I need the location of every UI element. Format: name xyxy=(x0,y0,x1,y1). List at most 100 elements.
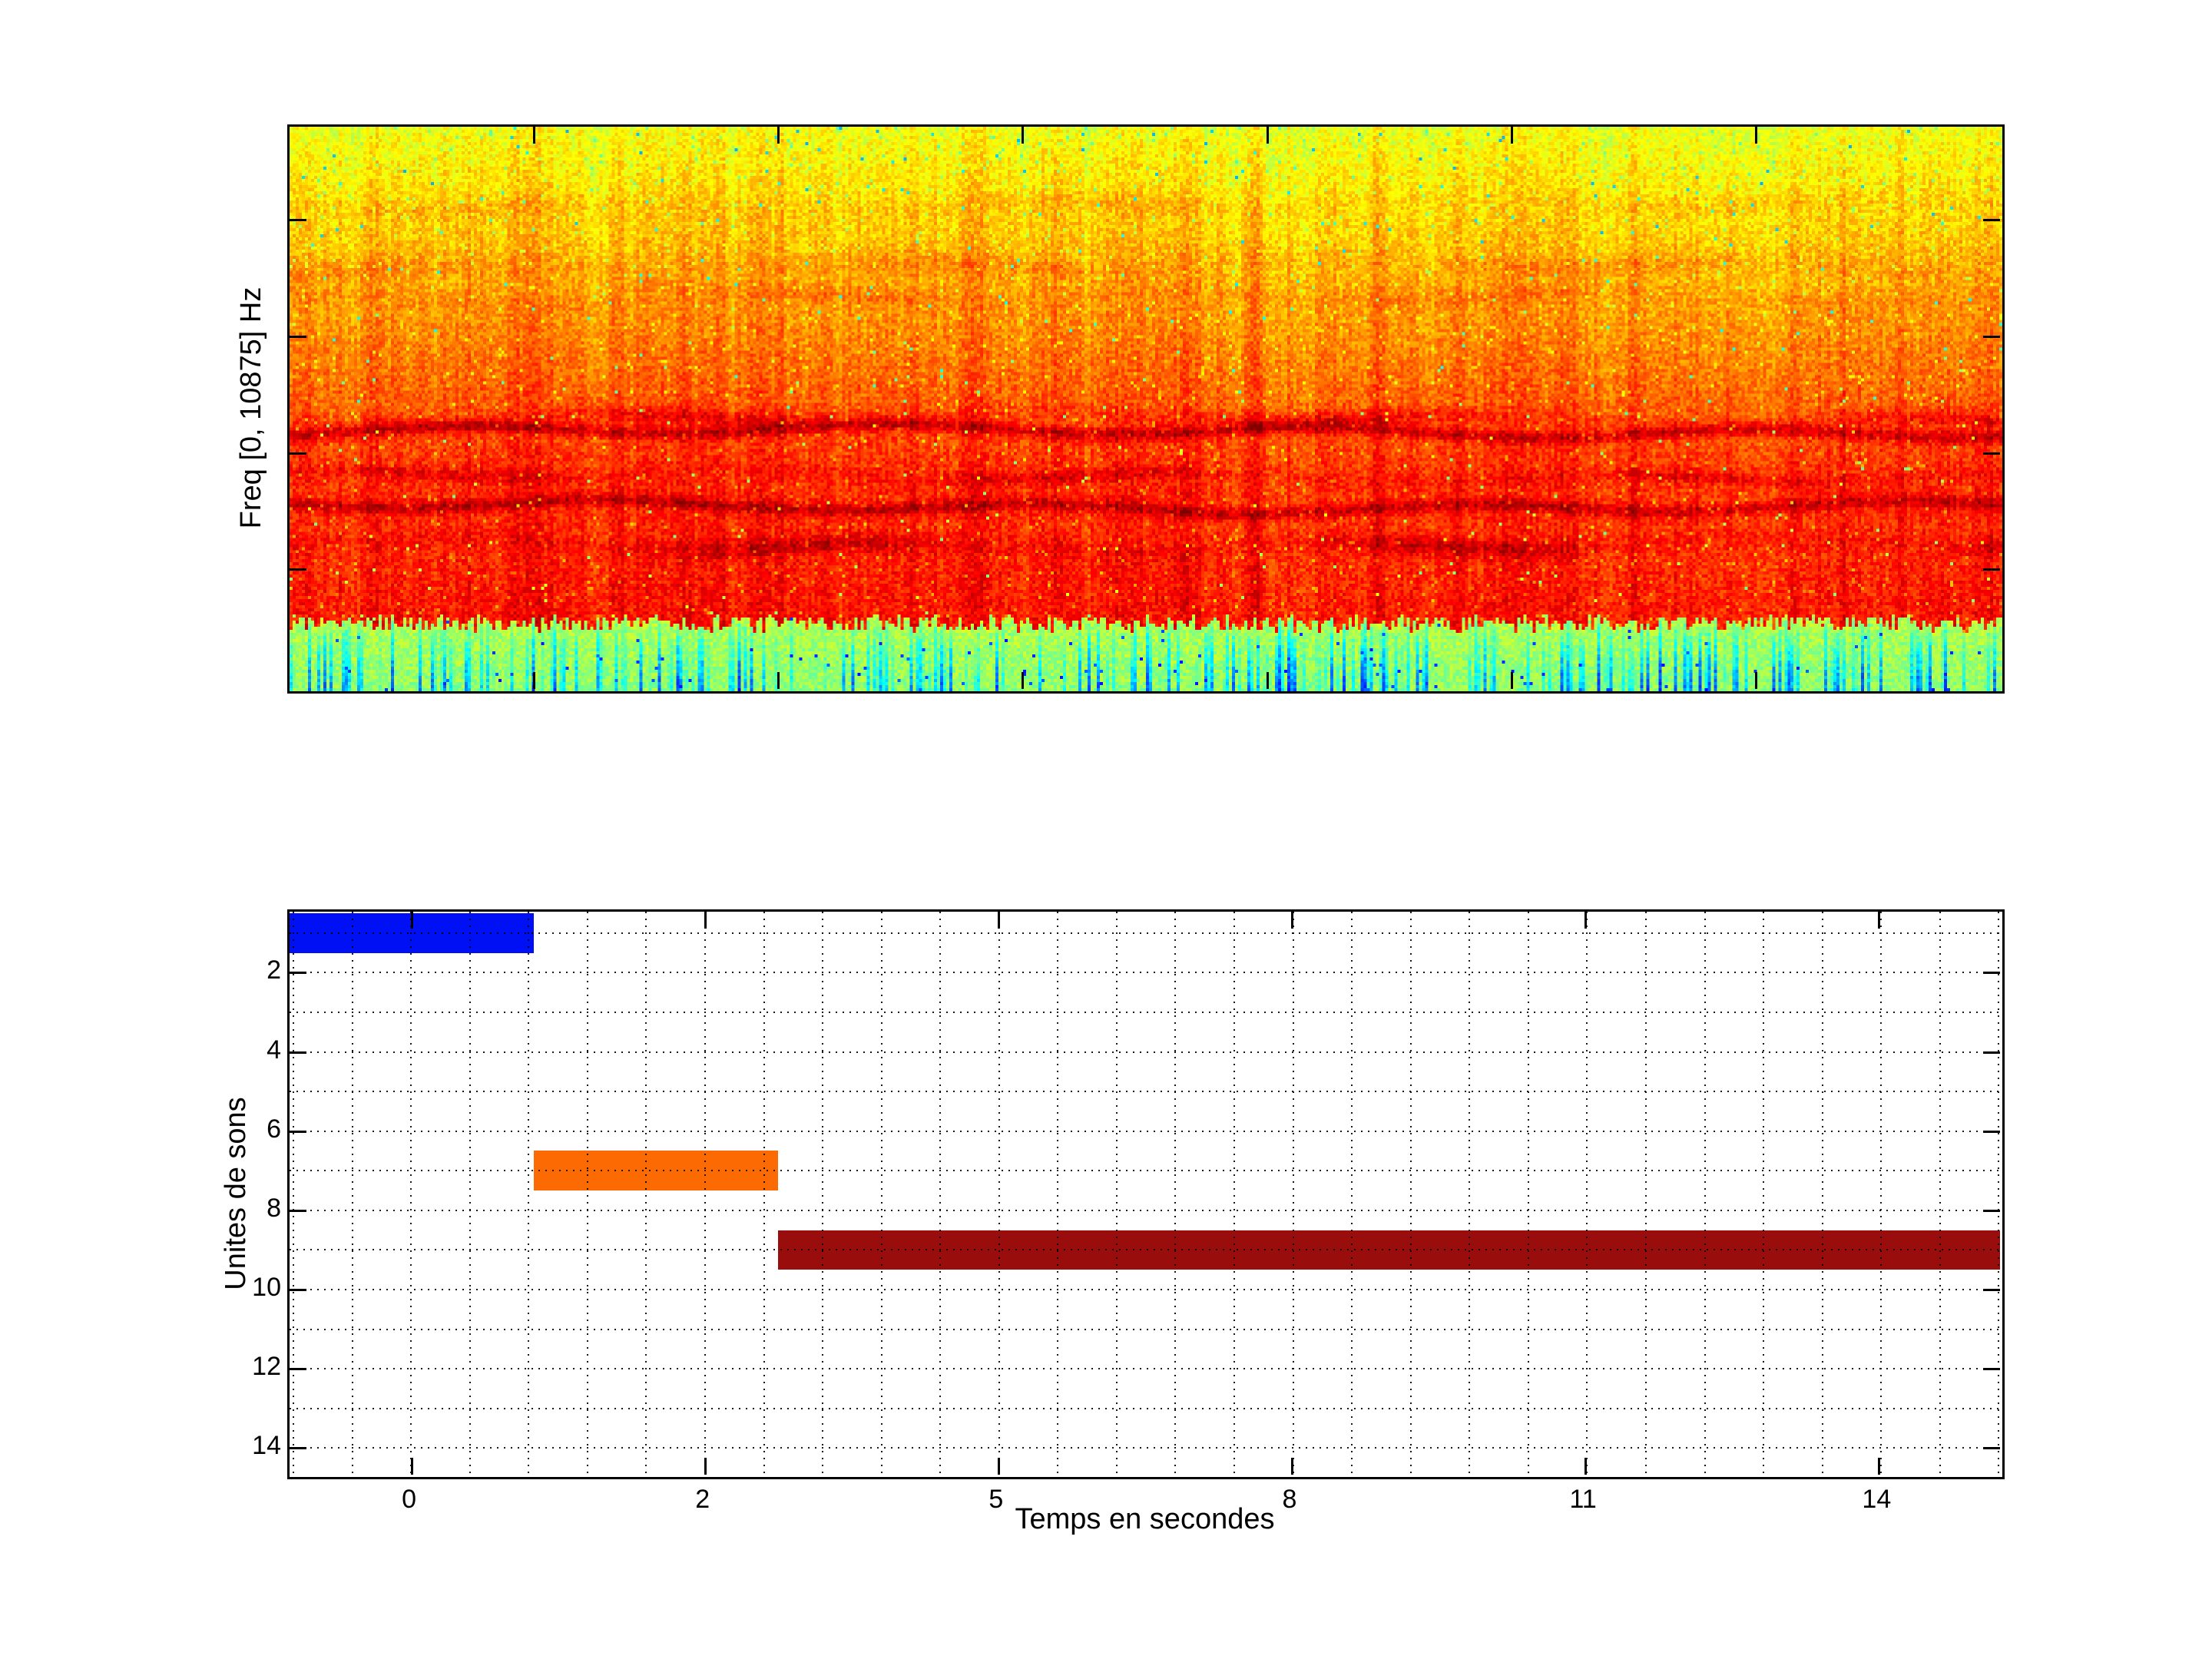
spectrogram-ylabel: Freq [0, 10875] Hz xyxy=(235,286,267,529)
timeline-x-tick-bottom xyxy=(1291,1458,1294,1475)
timeline-y-tick-right xyxy=(1983,1447,2000,1450)
timeline-vertical-gridline xyxy=(410,912,412,1477)
timeline-horizontal-gridline xyxy=(290,1011,2002,1013)
timeline-vertical-gridline xyxy=(1057,912,1059,1477)
timeline-vertical-gridline xyxy=(1115,912,1118,1477)
timeline-vertical-gridline xyxy=(1409,912,1412,1477)
timeline-y-tick-right xyxy=(1983,1209,2000,1212)
spec-y-tick-right xyxy=(1983,568,2000,571)
spec-x-tick-bottom xyxy=(1754,672,1757,689)
timeline-y-tick-right xyxy=(1983,1368,2000,1371)
timeline-vertical-gridline xyxy=(1586,912,1588,1477)
timeline-x-tick-bottom xyxy=(1878,1458,1881,1475)
timeline-vertical-gridline xyxy=(704,912,706,1477)
timeline-x-tick-label: 0 xyxy=(402,1485,416,1514)
timeline-vertical-gridline xyxy=(1704,912,1706,1477)
spec-y-tick-left xyxy=(290,452,306,455)
timeline-y-tick-right xyxy=(1983,1051,2000,1054)
spec-y-tick-right xyxy=(1983,336,2000,339)
timeline-vertical-gridline xyxy=(1174,912,1177,1477)
timeline-horizontal-gridline xyxy=(290,932,2002,934)
timeline-horizontal-gridline xyxy=(290,1368,2002,1370)
timeline-vertical-gridline xyxy=(1469,912,1471,1477)
timeline-x-tick-bottom xyxy=(1584,1458,1588,1475)
timeline-y-tick-label: 12 xyxy=(252,1352,281,1382)
timeline-horizontal-gridline xyxy=(290,1091,2002,1093)
spec-x-tick-top xyxy=(1510,127,1513,144)
timeline-vertical-gridline xyxy=(1821,912,1823,1477)
timeline-y-tick-left xyxy=(290,972,306,975)
timeline-horizontal-gridline xyxy=(290,1289,2002,1291)
timeline-horizontal-gridline xyxy=(290,1407,2002,1409)
timeline-x-tick-top xyxy=(997,912,1000,929)
timeline-x-tick-bottom xyxy=(997,1458,1000,1475)
spec-y-tick-left xyxy=(290,568,306,571)
timeline-vertical-gridline xyxy=(1292,912,1294,1477)
timeline-vertical-gridline xyxy=(645,912,647,1477)
spectrogram-plot xyxy=(287,124,2005,694)
timeline-x-tick-label: 11 xyxy=(1569,1485,1597,1514)
timeline-x-tick-top xyxy=(1291,912,1294,929)
spec-x-tick-top xyxy=(1022,127,1025,144)
timeline-horizontal-gridline xyxy=(290,1249,2002,1251)
timeline-y-tick-label: 2 xyxy=(267,955,281,985)
timeline-horizontal-gridline xyxy=(290,1209,2002,1211)
timeline-plot xyxy=(287,909,2005,1479)
timeline-horizontal-gridline xyxy=(290,1447,2002,1449)
timeline-horizontal-gridline xyxy=(290,1170,2002,1172)
timeline-x-tick-top xyxy=(1584,912,1588,929)
timeline-horizontal-gridline xyxy=(290,1328,2002,1330)
spec-x-tick-top xyxy=(1266,127,1269,144)
timeline-vertical-gridline xyxy=(880,912,882,1477)
timeline-y-tick-label: 6 xyxy=(267,1114,281,1144)
timeline-vertical-gridline xyxy=(469,912,471,1477)
timeline-vertical-gridline xyxy=(1351,912,1353,1477)
timeline-x-tick-bottom xyxy=(410,1458,413,1475)
timeline-vertical-gridline xyxy=(998,912,1000,1477)
spectrogram-image xyxy=(290,127,2002,691)
timeline-x-tick-label: 2 xyxy=(695,1485,710,1514)
timeline-horizontal-gridline xyxy=(290,1051,2002,1053)
timeline-vertical-gridline xyxy=(292,912,294,1477)
timeline-vertical-gridline xyxy=(1233,912,1236,1477)
spec-x-tick-top xyxy=(777,127,780,144)
spec-x-tick-top xyxy=(1754,127,1757,144)
timeline-y-tick-right xyxy=(1983,972,2000,975)
timeline-y-tick-left xyxy=(290,1209,306,1212)
timeline-y-tick-right xyxy=(1983,1130,2000,1133)
timeline-vertical-gridline xyxy=(528,912,530,1477)
timeline-x-tick-top xyxy=(410,912,413,929)
timeline-y-tick-left xyxy=(290,1051,306,1054)
timeline-vertical-gridline xyxy=(822,912,824,1477)
timeline-x-tick-label: 8 xyxy=(1282,1485,1297,1514)
spec-y-tick-right xyxy=(1983,218,2000,221)
timeline-vertical-gridline xyxy=(1527,912,1529,1477)
timeline-y-tick-label: 10 xyxy=(252,1272,281,1302)
timeline-vertical-gridline xyxy=(1880,912,1883,1477)
timeline-vertical-gridline xyxy=(763,912,765,1477)
timeline-y-tick-label: 4 xyxy=(267,1035,281,1065)
timeline-x-tick-top xyxy=(1878,912,1881,929)
timeline-vertical-gridline xyxy=(939,912,942,1477)
timeline-vertical-gridline xyxy=(586,912,588,1477)
spec-y-tick-left xyxy=(290,218,306,221)
spec-x-tick-bottom xyxy=(533,672,536,689)
timeline-y-tick-label: 14 xyxy=(252,1431,281,1461)
timeline-y-tick-left xyxy=(290,1368,306,1371)
timeline-horizontal-gridline xyxy=(290,972,2002,974)
timeline-vertical-gridline xyxy=(1645,912,1647,1477)
timeline-xlabel: Temps en secondes xyxy=(1015,1503,1275,1535)
timeline-x-tick-bottom xyxy=(704,1458,707,1475)
timeline-y-tick-left xyxy=(290,1447,306,1450)
spec-x-tick-bottom xyxy=(1022,672,1025,689)
timeline-y-tick-label: 8 xyxy=(267,1193,281,1223)
spec-x-tick-bottom xyxy=(1510,672,1513,689)
timeline-y-tick-left xyxy=(290,1130,306,1133)
spec-y-tick-right xyxy=(1983,452,2000,455)
timeline-vertical-gridline xyxy=(1939,912,1941,1477)
timeline-y-tick-left xyxy=(290,1288,306,1291)
timeline-vertical-gridline xyxy=(1763,912,1765,1477)
spec-x-tick-top xyxy=(533,127,536,144)
timeline-x-tick-label: 14 xyxy=(1862,1485,1892,1514)
